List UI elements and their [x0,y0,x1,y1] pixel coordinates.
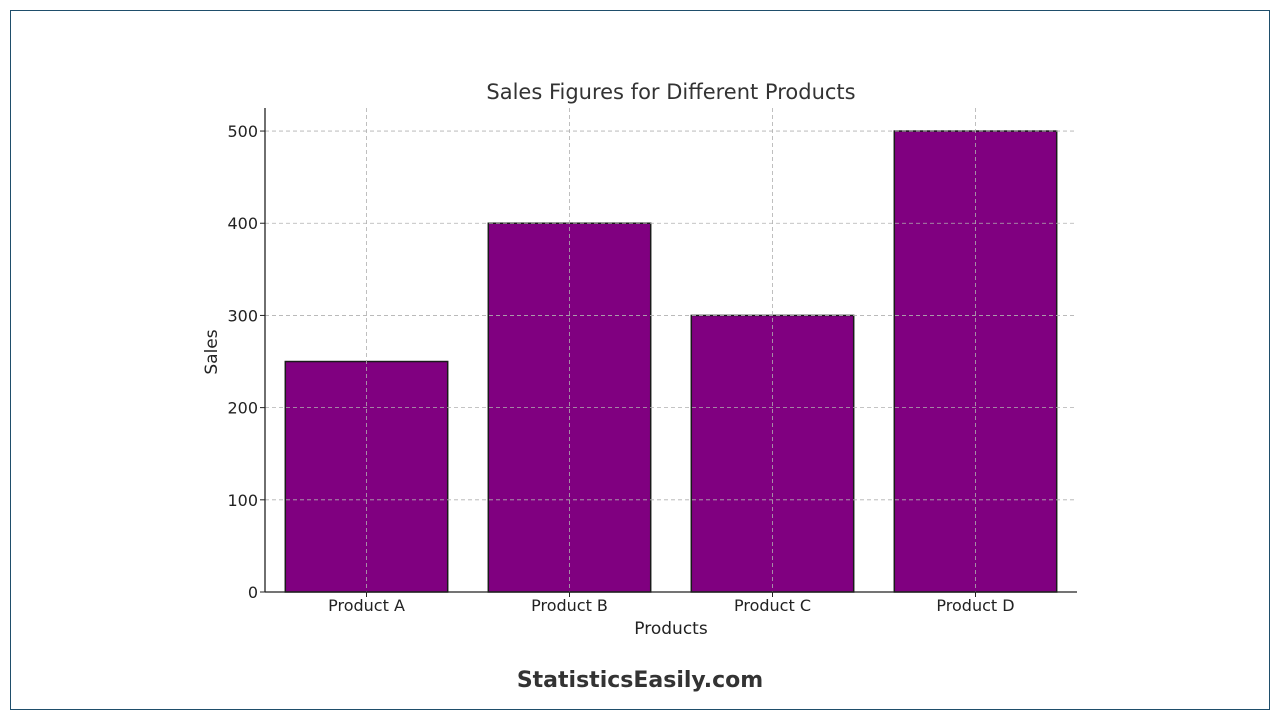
y-tick-label: 300 [227,306,258,325]
x-tick-label: Product A [328,596,405,615]
y-tick-label: 0 [248,583,258,602]
y-tick-label: 500 [227,122,258,141]
y-tick-label: 400 [227,214,258,233]
y-tick-labels: 0 100 200 300 400 500 [227,122,258,602]
y-tick-label: 200 [227,399,258,418]
axes [260,108,1077,597]
x-tick-label: Product C [734,596,811,615]
gridlines [265,108,1077,592]
chart-title: Sales Figures for Different Products [486,80,855,104]
x-tick-label: Product B [531,596,608,615]
bars [284,130,1058,593]
bar [284,360,449,593]
x-tick-label: Product D [936,596,1014,615]
brand-footer: StatisticsEasily.com [516,668,764,693]
y-tick-label: 100 [227,491,258,510]
x-tick-labels: Product A Product B Product C Product D [328,596,1014,615]
x-axis-label: Products [634,619,708,639]
y-axis-label: Sales [202,329,222,374]
